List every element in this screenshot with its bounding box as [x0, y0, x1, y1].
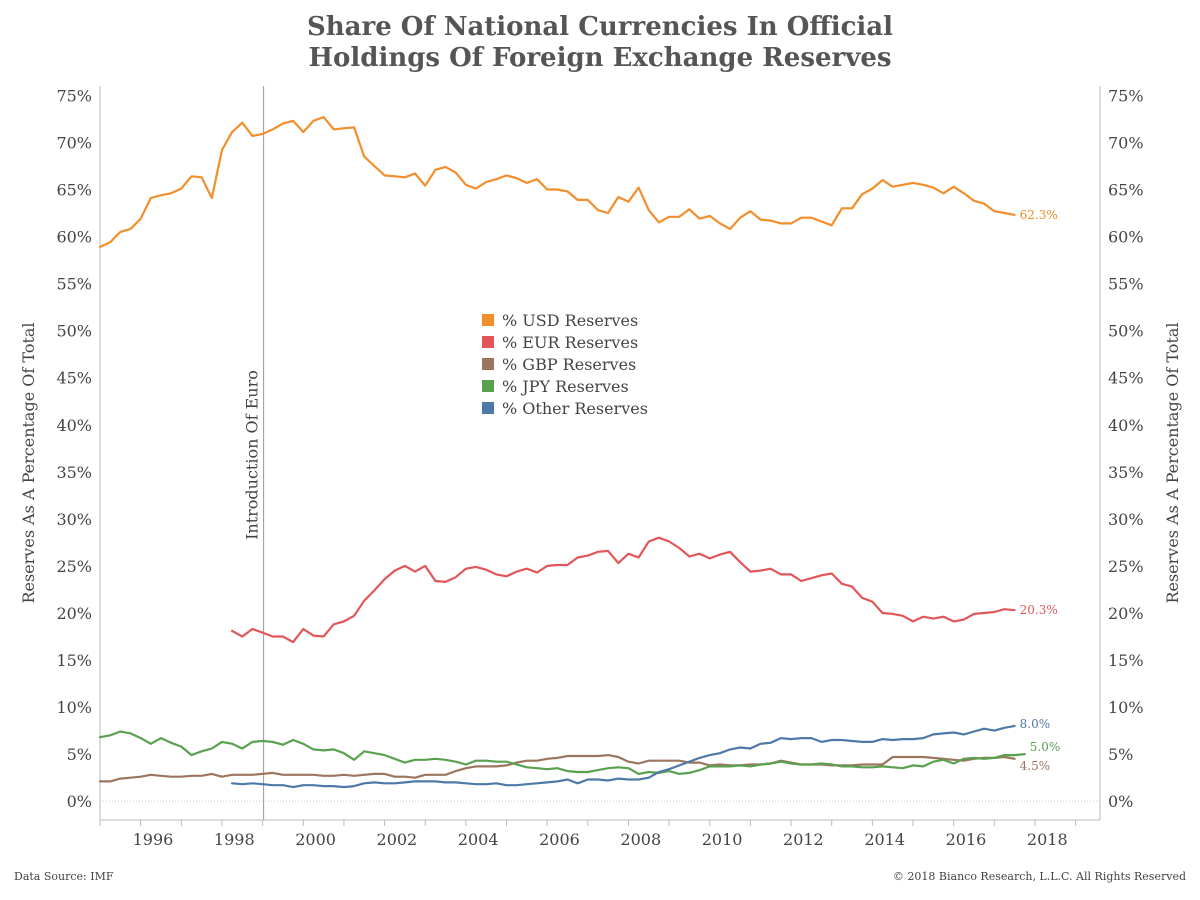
chart-legend: % USD Reserves % EUR Reserves % GBP Rese… [482, 309, 648, 419]
y-tick-label-right: 70% [1108, 133, 1144, 152]
y-tick-label-left: 70% [56, 133, 92, 152]
y-tick-label-right: 35% [1108, 463, 1144, 482]
y-tick-label-right: 15% [1108, 651, 1144, 670]
end-label-usd: 62.3% [1020, 208, 1058, 222]
y-tick-label-right: 25% [1108, 557, 1144, 576]
x-tick-label: 2014 [864, 830, 905, 849]
y-tick-label-right: 65% [1108, 181, 1144, 200]
y-tick-label-right: 50% [1108, 322, 1144, 341]
x-tick-label: 2004 [458, 830, 499, 849]
y-tick-label-right: 5% [1108, 745, 1133, 764]
chart-title: Share Of National Currencies In Official… [0, 12, 1200, 74]
y-tick-label-right: 10% [1108, 698, 1144, 717]
y-tick-label-left: 0% [67, 792, 92, 811]
y-tick-label-left: 55% [56, 275, 92, 294]
series-line-eur [231, 536, 1016, 644]
y-tick-label-left: 45% [56, 369, 92, 388]
legend-label-usd: % USD Reserves [502, 310, 639, 330]
copyright-note: © 2018 Bianco Research, L.L.C. All Right… [892, 870, 1186, 883]
y-tick-label-left: 30% [56, 510, 92, 529]
series-line-jpy [98, 730, 1026, 775]
y-tick-label-left: 15% [56, 651, 92, 670]
euro-introduction-label: Introduction Of Euro [243, 370, 262, 540]
x-tick-label: 2006 [539, 830, 580, 849]
series-line-other [231, 724, 1016, 789]
y-tick-label-left: 75% [56, 86, 92, 105]
legend-label-jpy: % JPY Reserves [502, 376, 629, 396]
y-tick-label-left: 5% [67, 745, 92, 764]
y-axis-title-left: Reserves As A Percentage Of Total [19, 322, 38, 603]
y-tick-label-left: 25% [56, 557, 92, 576]
end-label-jpy: 5.0% [1030, 740, 1061, 754]
series-line-gbp [98, 754, 1016, 783]
y-tick-label-right: 40% [1108, 416, 1144, 435]
x-tick-label: 2002 [377, 830, 418, 849]
y-tick-label-left: 50% [56, 322, 92, 341]
x-tick-label: 1998 [214, 830, 255, 849]
x-tick-label: 2012 [783, 830, 824, 849]
y-tick-label-left: 65% [56, 181, 92, 200]
legend-label-gbp: % GBP Reserves [502, 354, 637, 374]
x-tick-label: 2016 [946, 830, 987, 849]
y-tick-label-left: 35% [56, 463, 92, 482]
legend-item-other[interactable]: % Other Reserves [482, 397, 648, 419]
legend-swatch-jpy [482, 380, 494, 392]
y-tick-label-left: 10% [56, 698, 92, 717]
y-tick-label-right: 0% [1108, 792, 1133, 811]
y-tick-label-left: 20% [56, 604, 92, 623]
x-tick-label: 1996 [133, 830, 174, 849]
y-tick-label-right: 75% [1108, 86, 1144, 105]
y-tick-label-left: 40% [56, 416, 92, 435]
y-axis-title-right: Reserves As A Percentage Of Total [1163, 322, 1182, 603]
legend-swatch-gbp [482, 358, 494, 370]
y-tick-label-right: 30% [1108, 510, 1144, 529]
legend-item-eur[interactable]: % EUR Reserves [482, 331, 648, 353]
chart-title-line-2: Holdings Of Foreign Exchange Reserves [308, 43, 892, 73]
end-label-gbp: 4.5% [1020, 759, 1051, 773]
y-tick-label-right: 20% [1108, 604, 1144, 623]
legend-label-other: % Other Reserves [502, 398, 648, 418]
x-tick-label: 2010 [702, 830, 743, 849]
legend-label-eur: % EUR Reserves [502, 332, 639, 352]
y-tick-label-left: 60% [56, 228, 92, 247]
x-tick-label: 2008 [620, 830, 661, 849]
legend-item-gbp[interactable]: % GBP Reserves [482, 353, 648, 375]
chart-title-line-1: Share Of National Currencies In Official [306, 12, 893, 42]
legend-swatch-usd [482, 314, 494, 326]
end-label-eur: 20.3% [1020, 603, 1058, 617]
data-source-note: Data Source: IMF [14, 870, 114, 883]
legend-swatch-other [482, 402, 494, 414]
y-tick-label-right: 45% [1108, 369, 1144, 388]
legend-item-jpy[interactable]: % JPY Reserves [482, 375, 648, 397]
x-tick-label: 2000 [295, 830, 336, 849]
y-tick-label-right: 60% [1108, 228, 1144, 247]
x-tick-label: 2018 [1027, 830, 1068, 849]
legend-swatch-eur [482, 336, 494, 348]
y-tick-label-right: 55% [1108, 275, 1144, 294]
legend-item-usd[interactable]: % USD Reserves [482, 309, 648, 331]
series-line-usd [98, 116, 1016, 248]
end-label-other: 8.0% [1020, 717, 1051, 731]
